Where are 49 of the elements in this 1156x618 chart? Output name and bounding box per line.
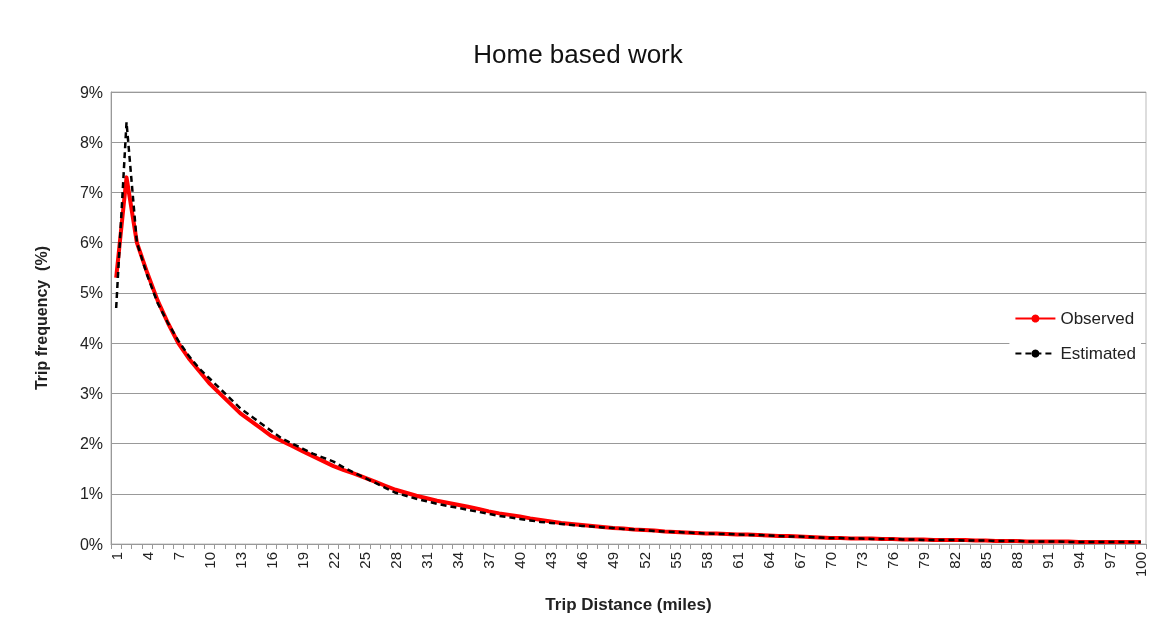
x-tick-label: 76 (883, 552, 901, 569)
x-axis-title: Trip Distance (miles) (545, 595, 712, 614)
x-tick-label: 94 (1070, 552, 1088, 569)
x-tick-label: 58 (697, 552, 715, 569)
chart-title: Home based work (473, 39, 684, 69)
y-tick-label: 7% (79, 183, 103, 201)
x-tick-label: 10 (200, 552, 218, 569)
y-tick-label: 2% (79, 435, 103, 453)
x-tick-label: 43 (542, 552, 560, 569)
x-tick-label: 100 (1132, 552, 1150, 578)
x-tick-label: 82 (946, 552, 964, 569)
y-tick-label: 3% (79, 384, 103, 402)
legend-label: Observed (1060, 309, 1135, 328)
x-tick-label: 49 (604, 552, 622, 569)
x-tick-label: 97 (1101, 552, 1119, 569)
x-tick-label: 64 (759, 552, 777, 569)
x-tick-label: 79 (914, 552, 932, 569)
x-tick-label: 67 (790, 552, 808, 569)
y-tick-label: 1% (79, 485, 103, 503)
x-tick-label: 52 (635, 552, 653, 569)
x-tick-label: 22 (325, 552, 343, 569)
x-tick-label: 85 (977, 552, 995, 569)
x-tick-label: 4 (138, 552, 156, 561)
x-tick-label: 40 (511, 552, 529, 569)
y-axis-title: Trip frequency (%) (32, 245, 50, 391)
x-tick-label: 70 (821, 552, 839, 569)
x-tick-label: 46 (573, 552, 591, 569)
y-tick-label: 9% (79, 83, 103, 101)
y-tick-label: 6% (79, 234, 103, 252)
x-tick-label: 73 (852, 552, 870, 569)
x-tick-label: 34 (449, 552, 467, 569)
x-tick-label: 55 (666, 552, 684, 569)
y-tick-label: 5% (79, 284, 103, 302)
x-tick-label: 1 (107, 552, 125, 561)
x-tick-label: 31 (418, 552, 436, 569)
x-tick-label: 28 (387, 552, 405, 569)
x-tick-label: 25 (356, 552, 374, 569)
x-tick-label: 19 (293, 552, 311, 569)
x-tick-label: 61 (728, 552, 746, 569)
x-tick-label: 91 (1039, 552, 1057, 569)
x-tick-label: 16 (262, 552, 280, 569)
legend-label: Estimated (1060, 344, 1137, 363)
y-tick-label: 0% (79, 535, 103, 553)
x-tick-label: 88 (1008, 552, 1026, 569)
y-tick-label: 4% (79, 334, 103, 352)
y-tick-label: 8% (79, 133, 103, 151)
x-tick-label: 37 (480, 552, 498, 569)
x-tick-label: 7 (169, 552, 187, 561)
x-tick-label: 13 (231, 552, 249, 569)
